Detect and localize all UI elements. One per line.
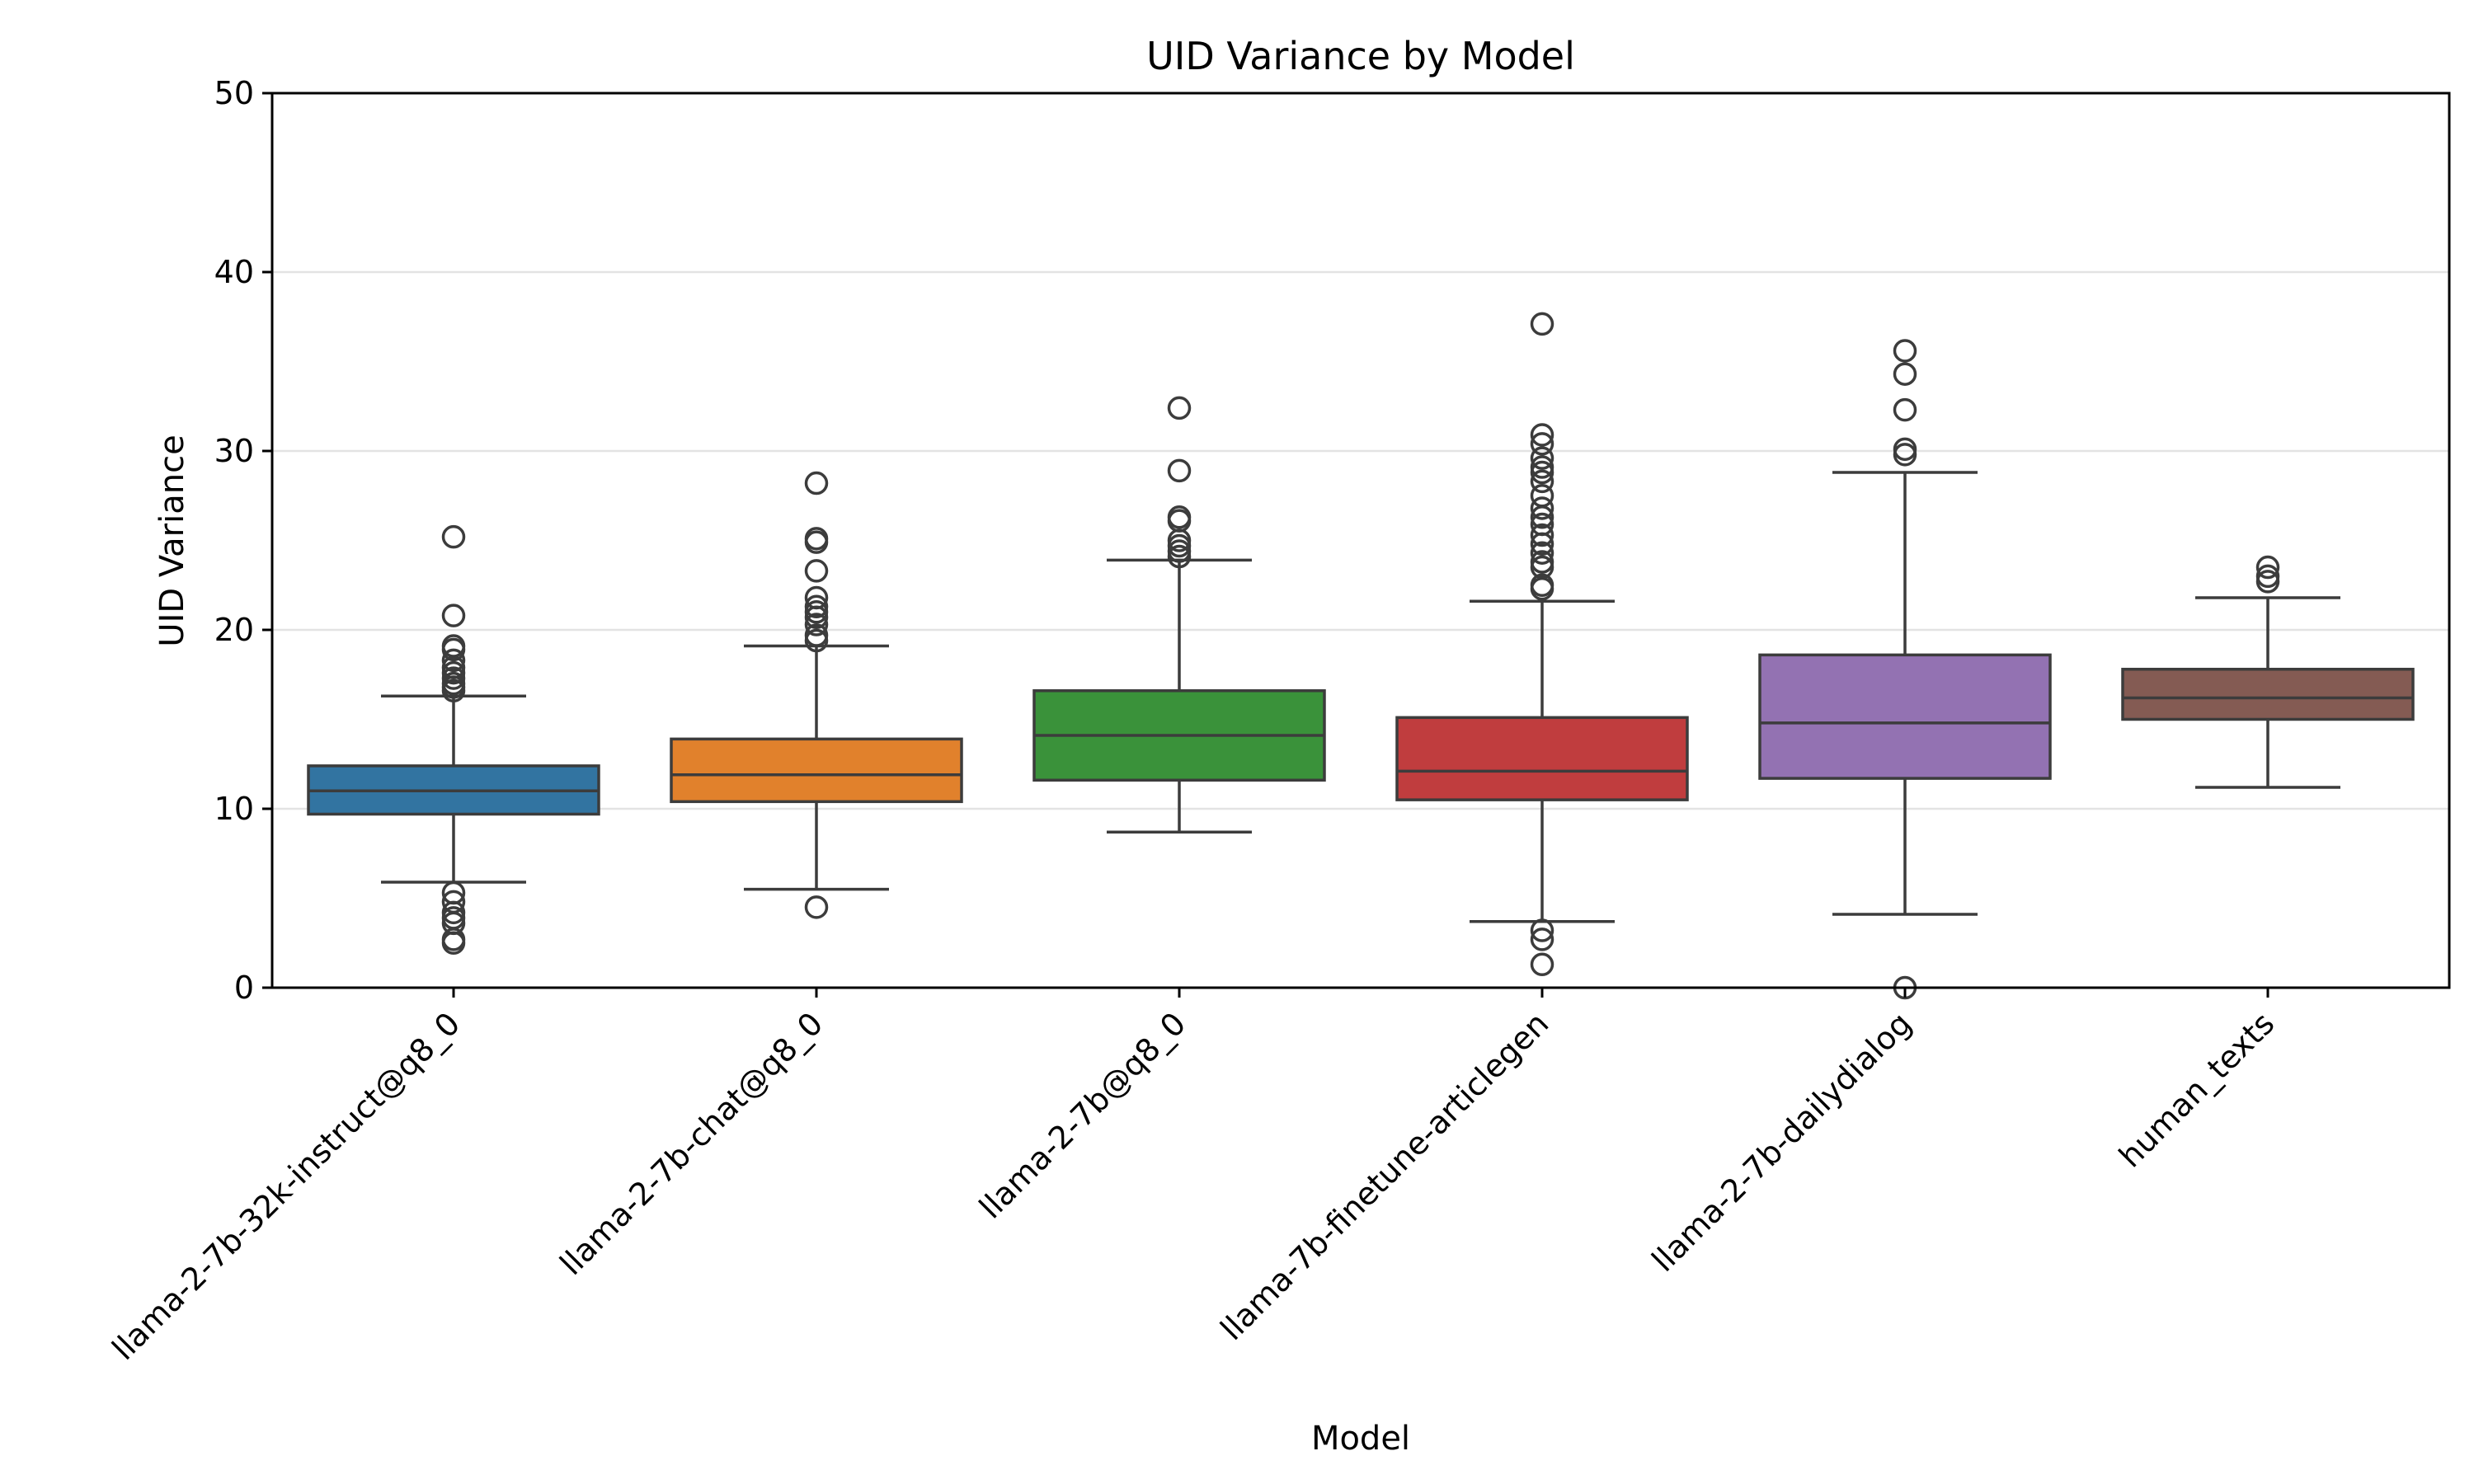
x-tick-label: llama-7b-finetune-articlegen [1213, 1005, 1555, 1347]
box-group [1032, 396, 1326, 834]
box [2121, 667, 2415, 721]
y-tick-label: 30 [214, 433, 254, 469]
outlier-point [1530, 496, 1554, 520]
outlier-point [441, 637, 466, 662]
outlier-point [1530, 532, 1554, 556]
box-group [2121, 555, 2415, 789]
x-tick-label: llama-2-7b-chat@q8_0 [553, 1005, 830, 1282]
outlier-point [804, 895, 829, 919]
y-axis-label: UID Variance [153, 434, 191, 646]
box [1395, 716, 1689, 801]
outlier-point [804, 559, 829, 583]
outlier-point [1167, 544, 1192, 569]
outlier-point [804, 605, 829, 630]
box [670, 737, 963, 804]
outlier-point [1530, 928, 1554, 951]
outlier-point [1167, 396, 1192, 420]
outlier-point [1530, 918, 1554, 942]
outlier-point [2255, 555, 2280, 580]
outlier-point [1893, 443, 1917, 467]
x-axis: llama-2-7b-32k-instruct@q8_0 llama-2-7b-c… [105, 988, 2281, 1367]
chart-title: UID Variance by Model [1146, 34, 1575, 78]
box-group [670, 471, 963, 919]
outlier-point [1530, 541, 1554, 565]
outlier-point [1893, 362, 1917, 386]
y-tick-label: 50 [214, 75, 254, 111]
plot-area [307, 312, 2415, 1000]
outlier-point [1167, 458, 1192, 483]
outlier-point [2255, 570, 2280, 594]
outlier-point [1530, 312, 1554, 336]
y-tick-label: 20 [214, 612, 254, 648]
outlier-point [1530, 952, 1554, 977]
outlier-point [1893, 397, 1917, 422]
outlier-point [1530, 505, 1554, 529]
outlier-point [441, 648, 466, 673]
outlier-point [441, 603, 466, 627]
x-tick-label: llama-2-7b-32k-instruct@q8_0 [105, 1005, 467, 1367]
box-group [1758, 339, 2052, 1000]
outlier-point [1530, 423, 1554, 447]
outlier-point [804, 471, 829, 495]
x-tick-label: human_texts [2112, 1005, 2281, 1174]
outlier-point [804, 628, 829, 653]
outlier-point [1530, 523, 1554, 547]
outlier-point [441, 931, 466, 955]
outlier-point [441, 679, 466, 703]
box [1758, 653, 2052, 780]
x-axis-label: Model [1311, 1420, 1410, 1458]
outlier-point [1530, 460, 1554, 485]
outlier-point [1530, 469, 1554, 494]
gridlines [272, 270, 2449, 810]
y-tick-label: 10 [214, 791, 254, 827]
outlier-point [1893, 339, 1917, 363]
plot-frame [270, 92, 2451, 989]
y-tick-label: 40 [214, 254, 254, 290]
outlier-point [1530, 576, 1554, 601]
x-tick-label: llama-2-7b@q8_0 [972, 1005, 1192, 1225]
box-group [307, 524, 600, 955]
y-axis: 0 10 20 30 40 50 [214, 75, 272, 1006]
y-tick-label: 0 [234, 970, 254, 1006]
outlier-point [441, 524, 466, 549]
x-tick-label: llama-2-7b-dailydialog [1645, 1005, 1919, 1279]
outlier-point [804, 613, 829, 636]
box-group [1395, 312, 1689, 977]
outlier-point [1530, 432, 1554, 456]
outlier-point [804, 530, 829, 554]
outlier-point [1530, 446, 1554, 470]
